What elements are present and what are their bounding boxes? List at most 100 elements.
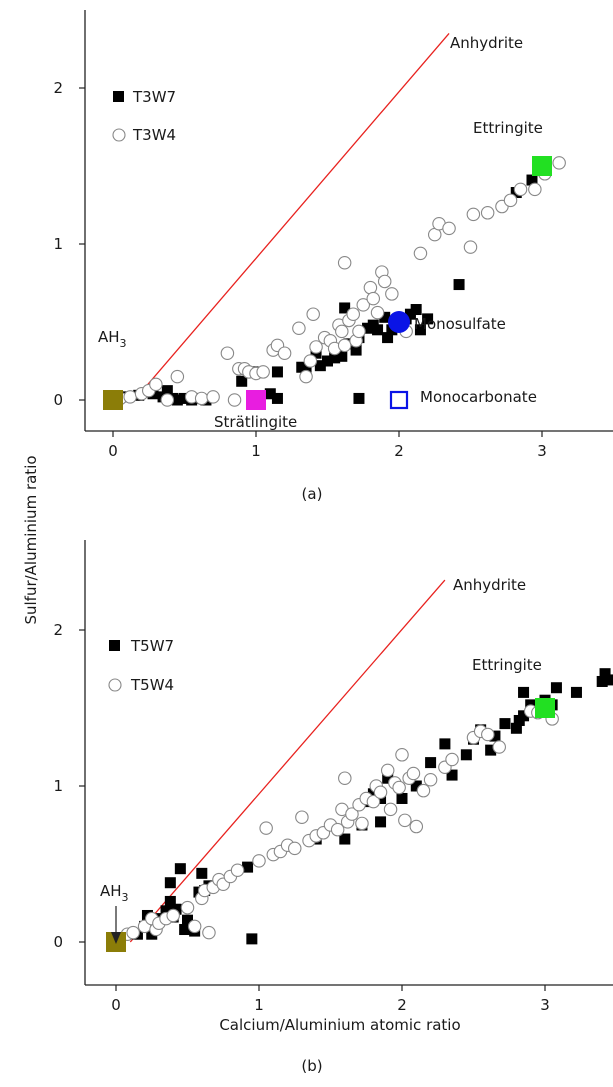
data-point-t3w4 bbox=[480, 206, 495, 220]
data-point-t5w4 bbox=[252, 854, 266, 868]
data-point-t3w4 bbox=[123, 390, 137, 404]
reference-line bbox=[129, 579, 446, 943]
data-point-t3w4 bbox=[463, 240, 478, 254]
data-point-t5w4 bbox=[180, 900, 195, 915]
data-point-t3w4 bbox=[277, 346, 292, 360]
data-point-t5w4 bbox=[409, 819, 424, 834]
data-point-t5w7 bbox=[179, 924, 191, 936]
data-point-t5w4 bbox=[330, 822, 345, 837]
reference-line-label: Anhydrite bbox=[453, 576, 526, 594]
legend-marker-t5w7 bbox=[109, 640, 120, 651]
data-point-t5w7 bbox=[382, 772, 394, 784]
data-point-t3w4 bbox=[503, 193, 518, 208]
data-point-t3w7 bbox=[350, 344, 362, 356]
data-point-t5w4 bbox=[423, 773, 438, 787]
data-point-t3w7 bbox=[382, 332, 394, 344]
phase-marker-monosulfate bbox=[388, 311, 410, 333]
y-axis-label: Sulfur/Aluminium ratio bbox=[22, 455, 40, 624]
x-tick-label: 2 bbox=[394, 442, 404, 460]
data-points bbox=[120, 668, 613, 945]
phase-marker-ettringite bbox=[535, 698, 555, 718]
data-point-t3w7 bbox=[171, 394, 183, 406]
legend: T5W7 T5W4 bbox=[108, 637, 174, 694]
data-point-t5w4 bbox=[366, 794, 381, 809]
legend-marker-t3w7 bbox=[113, 91, 124, 102]
data-point-t3w7 bbox=[336, 350, 348, 362]
data-point-t5w7 bbox=[446, 769, 458, 781]
x-tick-label: 2 bbox=[397, 996, 407, 1014]
data-point-t3w4 bbox=[552, 156, 566, 170]
annotation-label-ettringite: Ettringite bbox=[472, 656, 542, 674]
data-point-t3w4 bbox=[528, 182, 542, 197]
data-point-t3w4 bbox=[466, 207, 481, 222]
data-point-t3w7 bbox=[414, 324, 426, 336]
annotation-label-monocarbonate: Monocarbonate bbox=[420, 388, 537, 406]
data-point-t3w4 bbox=[292, 321, 306, 335]
data-point-t3w4 bbox=[366, 291, 381, 306]
legend-label-t5w4: T5W4 bbox=[130, 676, 174, 694]
data-point-t5w4 bbox=[345, 807, 359, 821]
data-point-t5w7 bbox=[164, 877, 176, 889]
data-point-t5w7 bbox=[489, 730, 501, 742]
data-point-t3w7 bbox=[362, 322, 374, 334]
data-point-t5w7 bbox=[499, 718, 511, 730]
data-point-t3w4 bbox=[194, 391, 209, 406]
data-point-t5w7 bbox=[196, 867, 208, 879]
data-point-t3w7 bbox=[526, 174, 538, 186]
data-point-t5w7 bbox=[242, 861, 254, 873]
data-point-t3w7 bbox=[410, 304, 422, 316]
data-point-t3w4 bbox=[413, 246, 428, 261]
data-points bbox=[113, 156, 566, 407]
data-point-t3w4 bbox=[346, 307, 360, 321]
data-point-t3w4 bbox=[352, 324, 366, 339]
data-point-t5w4 bbox=[492, 740, 506, 754]
data-point-t3w7 bbox=[271, 392, 283, 404]
data-point-t5w7 bbox=[596, 675, 608, 687]
legend-marker-t5w4 bbox=[108, 678, 122, 692]
data-point-t5w4 bbox=[392, 780, 406, 795]
data-point-t3w4 bbox=[370, 305, 385, 320]
reference-line-label: Anhydrite bbox=[450, 34, 523, 52]
data-point-t3w4 bbox=[160, 393, 175, 407]
ah3-arrow-head bbox=[111, 932, 121, 944]
data-point-t5w7 bbox=[439, 738, 451, 750]
x-axis-label: Calcium/Aluminium atomic ratio bbox=[219, 1016, 460, 1034]
annotation-label-stratlingite: Strätlingite bbox=[214, 413, 297, 431]
y-tick-label: 0 bbox=[53, 391, 63, 409]
x-tick-label: 1 bbox=[251, 442, 261, 460]
data-point-t3w4 bbox=[377, 274, 392, 289]
data-point-t3w7 bbox=[379, 311, 391, 323]
data-point-t5w4 bbox=[383, 802, 398, 817]
data-point-t5w7 bbox=[160, 905, 172, 917]
data-point-t5w7 bbox=[174, 863, 186, 875]
data-point-t3w7 bbox=[453, 279, 465, 291]
data-point-t5w4 bbox=[481, 727, 495, 742]
data-point-t3w7 bbox=[353, 392, 365, 404]
data-point-t3w7 bbox=[329, 352, 341, 364]
data-point-t3w4 bbox=[149, 377, 163, 392]
data-point-t5w7 bbox=[485, 744, 497, 756]
data-point-t5w4 bbox=[355, 816, 369, 831]
data-point-t5w7 bbox=[375, 816, 387, 828]
data-point-t5w4 bbox=[295, 810, 309, 824]
data-point-t3w4 bbox=[513, 182, 528, 197]
data-point-t3w4 bbox=[442, 221, 456, 236]
data-point-t5w4 bbox=[373, 785, 388, 799]
x-tick-label: 3 bbox=[537, 442, 547, 460]
legend-label-t3w4: T3W4 bbox=[132, 126, 176, 144]
data-point-t5w7 bbox=[518, 710, 530, 722]
y-tick-label: 1 bbox=[53, 235, 63, 253]
data-point-t5w4 bbox=[416, 783, 431, 798]
annotation-markers bbox=[103, 156, 552, 410]
data-point-t5w7 bbox=[460, 749, 472, 761]
data-point-t5w4 bbox=[338, 771, 352, 785]
y-tick-label: 2 bbox=[53, 621, 63, 639]
x-tick-label: 0 bbox=[108, 442, 118, 460]
legend-marker-t3w4 bbox=[112, 128, 126, 142]
data-point-t5w7 bbox=[246, 933, 258, 945]
annotation-label-monosulfate: Monosulfate bbox=[414, 315, 506, 333]
data-point-t3w7 bbox=[422, 313, 434, 325]
data-point-t3w7 bbox=[264, 388, 276, 400]
legend-label-t5w7: T5W7 bbox=[130, 637, 174, 655]
data-point-t5w7 bbox=[425, 757, 437, 769]
